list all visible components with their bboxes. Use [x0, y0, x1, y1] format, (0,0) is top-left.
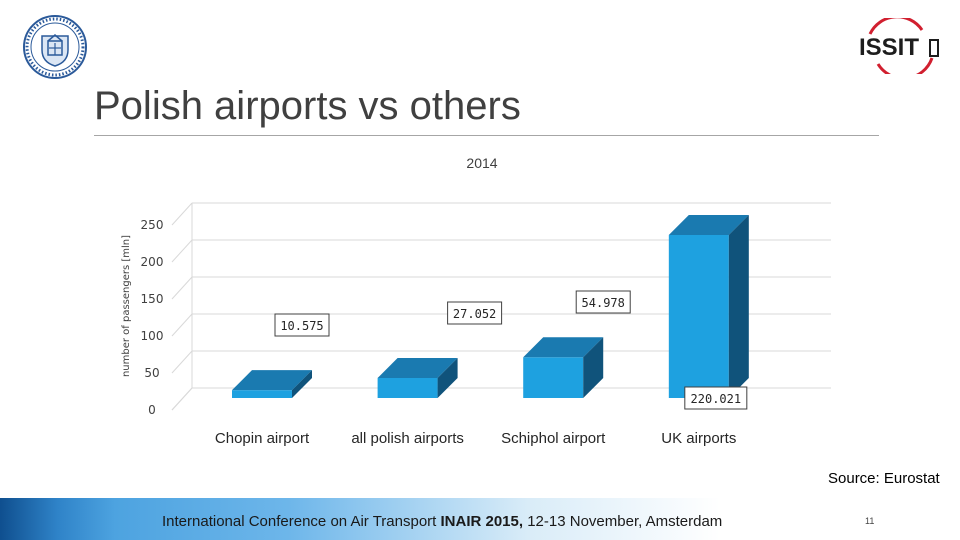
- gridline-side: [171, 276, 193, 300]
- bar-front: [377, 377, 438, 398]
- gridline-side: [171, 202, 193, 226]
- bar-top: [523, 337, 604, 358]
- bar-front: [668, 235, 729, 398]
- footer-text-bold: INAIR 2015,: [440, 513, 524, 530]
- slide-title: Polish airports vs others: [94, 84, 521, 128]
- y-tick-label: 100: [141, 329, 164, 343]
- y-tick-label: 150: [141, 292, 164, 306]
- data-label-box: [684, 386, 748, 410]
- bar-side: [292, 370, 312, 398]
- gridline-side: [171, 313, 193, 337]
- data-label: 10.575: [280, 319, 323, 333]
- footer-text: International Conference on Air Transpor…: [162, 513, 722, 530]
- x-tick-label: UK airports: [661, 430, 736, 447]
- footer-text-after: 12-13 November, Amsterdam: [523, 513, 723, 530]
- bar-side: [437, 357, 458, 398]
- university-crest-logo: [23, 15, 87, 79]
- data-label: 220.021: [691, 392, 742, 406]
- x-tick-label: all polish airports: [351, 430, 464, 447]
- y-tick-label: 0: [148, 403, 156, 417]
- bar-front: [523, 357, 584, 398]
- bar-front: [232, 390, 292, 398]
- source-note: Source: Eurostat: [828, 470, 940, 487]
- y-tick-label: 250: [141, 218, 164, 232]
- x-tick-label: Chopin airport: [215, 430, 310, 447]
- gridline-side: [171, 350, 193, 374]
- y-tick-label: 50: [144, 366, 159, 380]
- data-labels: 10.575 27.052 54.978 220.021: [274, 290, 748, 410]
- data-label: 27.052: [453, 307, 496, 321]
- data-label-box: [447, 301, 503, 325]
- bar-top: [377, 357, 458, 378]
- gridline-side: [171, 239, 193, 263]
- y-axis-ticks: 0 50 100 150 200 250: [141, 218, 164, 417]
- bar-side: [583, 337, 604, 398]
- x-tick-label: Schiphol airport: [501, 430, 606, 447]
- x-axis-labels: Chopin airport all polish airports Schipho…: [215, 430, 736, 447]
- bar-side: [728, 215, 749, 398]
- footer-bar: International Conference on Air Transpor…: [0, 498, 960, 540]
- bar-top: [232, 370, 312, 391]
- chart-title: 2014: [466, 155, 497, 171]
- issit-logo-text: ISSIT: [859, 34, 919, 61]
- y-tick-label: 200: [141, 255, 164, 269]
- page-number: 11: [865, 516, 875, 526]
- issit-logo: ISSIT: [859, 18, 939, 74]
- data-label-box: [274, 313, 330, 337]
- data-label: 54.978: [582, 296, 625, 310]
- title-divider: [94, 135, 879, 136]
- data-label-box: [575, 290, 631, 314]
- footer-text-before: International Conference on Air Transpor…: [162, 513, 441, 530]
- bar-top: [668, 215, 749, 235]
- y-axis-label: number of passengers [mln]: [121, 235, 132, 377]
- bar-series: [232, 215, 749, 398]
